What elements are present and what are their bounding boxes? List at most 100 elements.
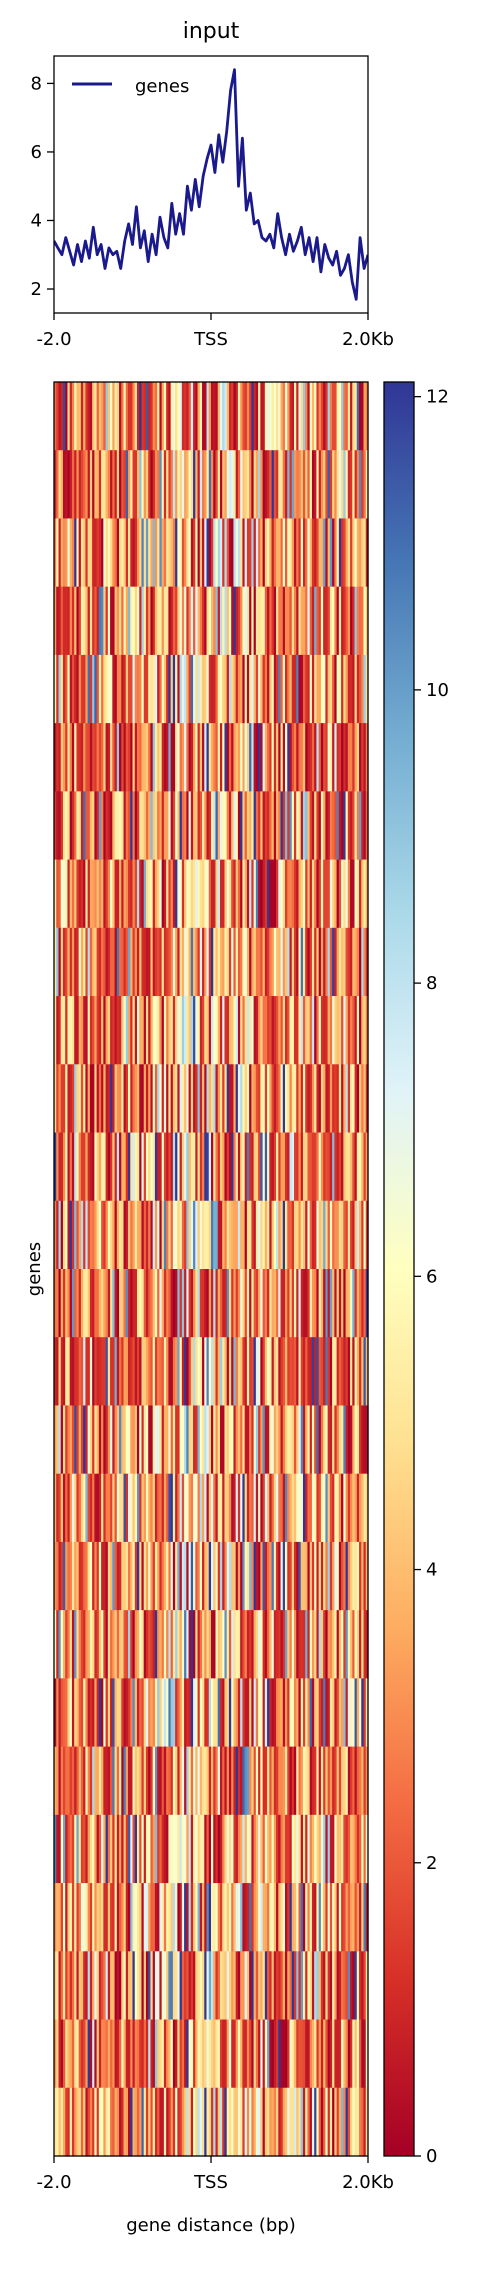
heatmap-cell <box>83 1337 86 1407</box>
heatmap-cell <box>119 382 122 451</box>
heatmap-cell <box>152 1473 156 1543</box>
heatmap-cell <box>316 1814 320 1884</box>
heatmap-cell <box>264 518 268 588</box>
heatmap-cell <box>215 723 219 792</box>
heatmap-cell <box>60 586 64 656</box>
heatmap-cell <box>323 1814 326 1884</box>
heatmap-cell <box>184 1064 187 1134</box>
heatmap-cell <box>267 1200 270 1270</box>
heatmap-cell <box>361 1814 365 1884</box>
heatmap-cell <box>302 2019 306 2089</box>
heatmap-cell <box>251 382 255 451</box>
heatmap-cell <box>107 1678 111 1748</box>
heatmap-cell <box>186 518 190 588</box>
heatmap-cell <box>172 1405 176 1475</box>
heatmap-cell <box>110 927 113 997</box>
heatmap-cell <box>98 1541 102 1611</box>
heatmap-cell <box>186 1814 190 1884</box>
heatmap-cell <box>211 1473 214 1543</box>
heatmap-cell <box>291 2087 295 2157</box>
heatmap-cell <box>336 1610 340 1679</box>
heatmap-cell <box>143 1473 147 1543</box>
heatmap-cell <box>188 1200 192 1270</box>
heatmap-cell <box>282 1269 286 1338</box>
heatmap-cell <box>148 382 152 451</box>
heatmap-cell <box>289 859 293 929</box>
heatmap-cell <box>242 586 246 656</box>
heatmap-cell <box>278 1883 282 1952</box>
heatmap-cell <box>85 654 89 724</box>
heatmap-cell <box>62 859 66 929</box>
heatmap-cell <box>253 791 257 861</box>
heatmap-cell <box>172 859 176 929</box>
heatmap-cell <box>305 1064 309 1134</box>
heatmap-cell <box>334 2087 338 2157</box>
heatmap-cell <box>318 791 322 861</box>
heatmap-cell <box>132 1883 136 1952</box>
heatmap-cell <box>166 1951 169 2021</box>
heatmap-cell <box>258 1132 261 1202</box>
heatmap-cell <box>184 927 187 997</box>
heatmap-cell <box>148 1064 152 1134</box>
heatmap-cell <box>341 382 344 451</box>
heatmap-cell <box>327 1405 331 1475</box>
heatmap-cell <box>323 1405 326 1475</box>
heatmap-cell <box>343 1132 347 1202</box>
heatmap-cell <box>128 518 131 588</box>
heatmap-cell <box>334 1337 338 1407</box>
heatmap-cell <box>293 927 297 997</box>
heatmap-cell <box>298 1814 302 1884</box>
heatmap-cell <box>157 2019 161 2089</box>
heatmap-cell <box>163 1746 167 1816</box>
heatmap-cell <box>65 723 69 792</box>
heatmap-cell <box>62 2087 66 2157</box>
heatmap-cell <box>94 654 98 724</box>
heatmap-cell <box>197 1064 201 1134</box>
heatmap-cell <box>291 654 295 724</box>
heatmap-cell <box>110 586 113 656</box>
heatmap-cell <box>67 450 71 520</box>
heatmap-cell <box>240 1951 243 2021</box>
heatmap-cell <box>237 1064 241 1134</box>
heatmap-cell <box>316 382 320 451</box>
heatmap-cell <box>71 1269 75 1338</box>
heatmap-cell <box>74 1269 78 1338</box>
heatmap-cell <box>314 1269 318 1338</box>
heatmap-cell <box>65 1678 69 1748</box>
heatmap-cell <box>329 1610 333 1679</box>
heatmap-cell <box>62 1814 66 1884</box>
heatmap-cell <box>67 1610 71 1679</box>
heatmap-cell <box>325 1200 329 1270</box>
heatmap-cell <box>110 1814 113 1884</box>
heatmap-cell <box>152 723 156 792</box>
heatmap-cell <box>175 1132 178 1202</box>
heatmap-cell <box>258 1405 261 1475</box>
heatmap-cell <box>318 518 322 588</box>
heatmap-cell <box>219 1814 223 1884</box>
heatmap-cell <box>170 1883 174 1952</box>
heatmap-cell <box>341 586 344 656</box>
heatmap-cell <box>249 1678 252 1748</box>
heatmap-cell <box>280 1405 284 1475</box>
heatmap-cell <box>269 723 273 792</box>
heatmap-cell <box>262 518 266 588</box>
heatmap-cell <box>123 1473 127 1543</box>
heatmap-cell <box>309 859 313 929</box>
heatmap-cell <box>325 1064 329 1134</box>
heatmap-cell <box>222 1269 226 1338</box>
heatmap-cell <box>320 382 324 451</box>
heatmap-cell <box>359 1883 362 1952</box>
heatmap-cell <box>359 1951 362 2021</box>
heatmap-cell <box>65 1269 69 1338</box>
heatmap-cell <box>181 1746 185 1816</box>
heatmap-cell <box>96 1814 100 1884</box>
heatmap-cell <box>188 1269 192 1338</box>
heatmap-cell <box>184 791 187 861</box>
heatmap-cell <box>219 859 223 929</box>
heatmap-cell <box>161 1746 165 1816</box>
heatmap-cell <box>287 1200 291 1270</box>
heatmap-cell <box>244 1200 248 1270</box>
heatmap-cell <box>134 1814 138 1884</box>
heatmap-cell <box>110 1405 113 1475</box>
